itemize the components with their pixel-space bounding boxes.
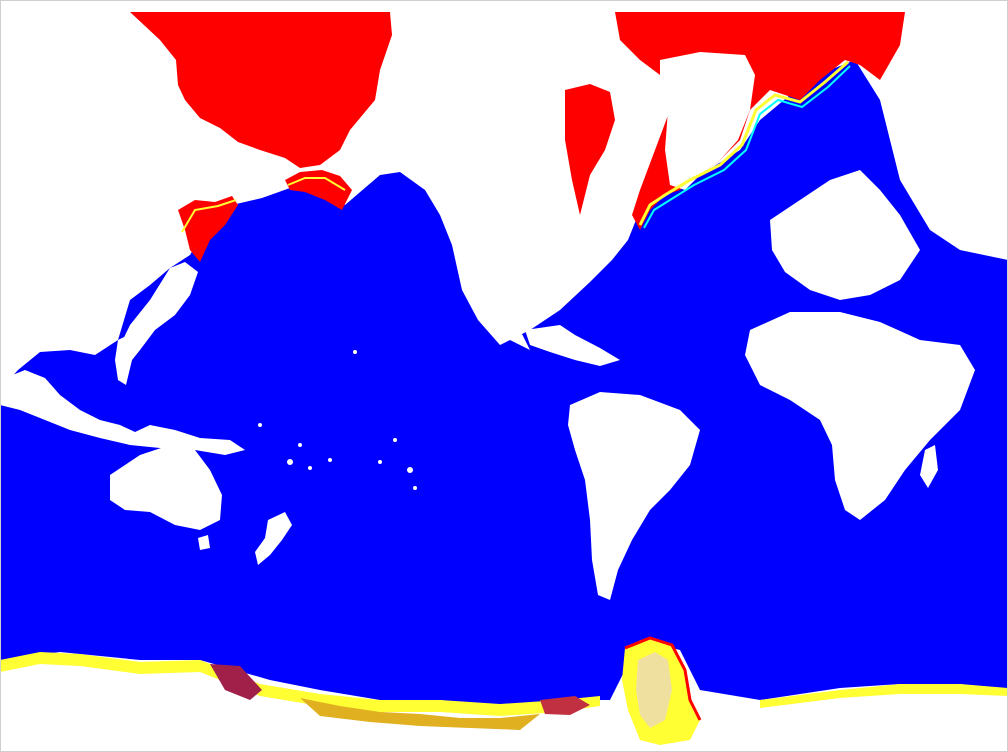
australia xyxy=(110,445,222,530)
antarctic-ice-shelf-ross xyxy=(300,698,540,730)
alaska-ice-edge xyxy=(287,177,346,191)
caribbean-islands xyxy=(525,325,620,366)
new-zealand xyxy=(255,512,292,565)
europe xyxy=(770,170,920,300)
arctic-island-ice xyxy=(565,84,615,215)
southeast-asia-landmass xyxy=(0,370,245,455)
north-america-ice xyxy=(130,12,392,168)
antarctic-ice-dark xyxy=(210,664,262,700)
peninsula-inner xyxy=(636,652,672,728)
pacific-islands xyxy=(258,350,417,490)
east-asia-coast xyxy=(118,262,198,365)
africa xyxy=(745,312,975,520)
ocean-area xyxy=(0,60,1008,706)
antarctic-east-ice-edge xyxy=(760,684,1008,708)
madagascar xyxy=(920,445,938,488)
arctic-ice-edge xyxy=(638,60,849,226)
philippines xyxy=(115,335,132,385)
peninsula-edge xyxy=(624,636,702,721)
antarctic-ice-red xyxy=(540,696,590,715)
north-america-west-coast xyxy=(400,172,530,350)
south-america xyxy=(568,392,700,600)
antarctic-ice-yellow xyxy=(0,652,600,716)
arctic-ice-edge-cyan xyxy=(643,65,851,229)
tasmania xyxy=(198,535,210,550)
antarctica xyxy=(0,658,1008,752)
greenland xyxy=(660,52,755,190)
kamchatka-ice-edge xyxy=(181,199,237,233)
